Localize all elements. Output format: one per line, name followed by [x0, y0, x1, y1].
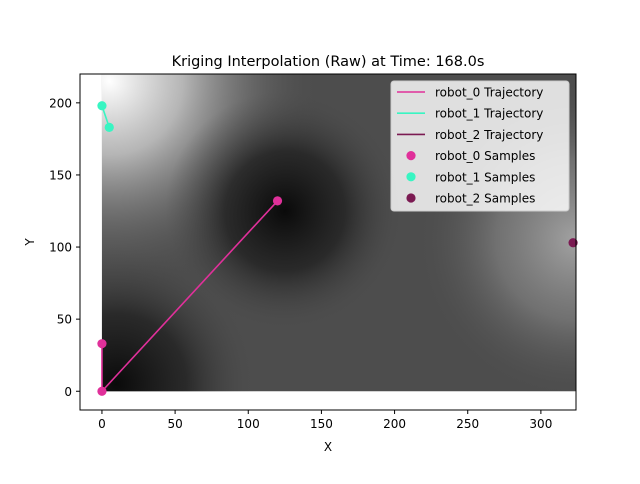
series-2 [568, 238, 578, 248]
legend-box [390, 80, 570, 212]
x-tick-label: 250 [456, 417, 479, 431]
chart-title: Kriging Interpolation (Raw) at Time: 168… [172, 54, 485, 70]
x-tick-label: 300 [529, 417, 552, 431]
legend-entry-label: robot_1 Trajectory [435, 107, 543, 121]
legend-marker-swatch [406, 193, 416, 203]
sample-point-2-0 [568, 238, 578, 248]
sample-point-1-1 [104, 122, 114, 132]
series-1 [97, 101, 114, 132]
legend-entry-label: robot_2 Samples [435, 192, 535, 206]
legend-entry-label: robot_2 Trajectory [435, 128, 543, 142]
legend-marker-swatch [406, 151, 416, 161]
sample-point-0-0 [97, 339, 107, 349]
y-tick-label: 150 [49, 168, 72, 182]
axes-frame [79, 73, 577, 411]
y-tick-label: 0 [64, 385, 72, 399]
y-tick-label: 50 [57, 313, 72, 327]
legend: robot_0 Trajectory robot_1 Trajectory robo… [390, 80, 570, 212]
y-tick-label: 100 [49, 241, 72, 255]
legend-entry-label: robot_0 Trajectory [435, 86, 543, 100]
y-tick-label: 200 [49, 96, 72, 110]
series-0 [97, 196, 283, 396]
x-tick-label: 200 [383, 417, 406, 431]
x-tick-label: 0 [98, 417, 106, 431]
y-axis-label: Y [23, 238, 37, 247]
x-tick-label: 100 [237, 417, 260, 431]
x-tick-label: 150 [310, 417, 333, 431]
legend-marker-swatch [406, 172, 416, 182]
axes: 0 50 100 150 200 250 300 0 50 100 150 200 [49, 73, 577, 431]
sample-point-1-0 [97, 101, 107, 111]
legend-entry-label: robot_0 Samples [435, 149, 535, 163]
sample-point-0-2 [272, 196, 283, 206]
sample-point-0-1 [97, 386, 107, 396]
x-axis-label: X [324, 440, 332, 454]
x-tick-label: 50 [167, 417, 182, 431]
legend-entry-label: robot_1 Samples [435, 170, 535, 184]
